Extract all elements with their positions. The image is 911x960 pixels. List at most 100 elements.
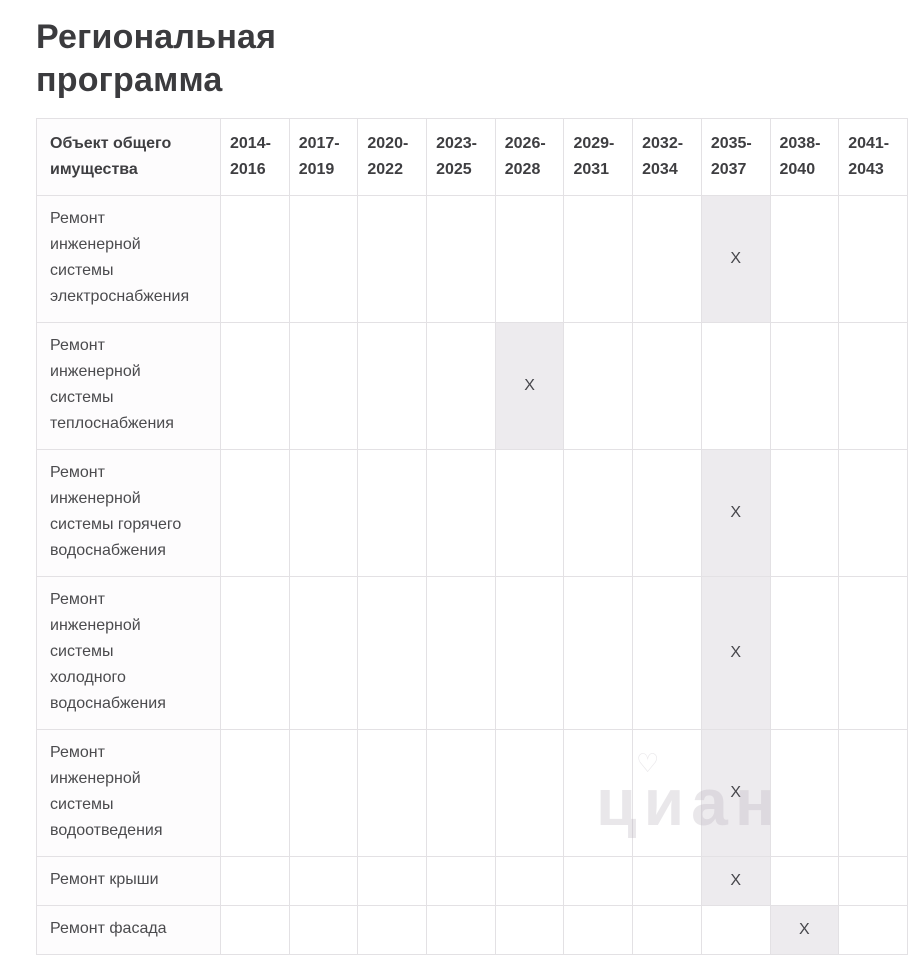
year-cell [632,576,702,730]
period-header-cell: 2029- 2031 [563,118,634,196]
x-mark: X [730,250,741,267]
x-mark: X [730,872,741,889]
table-row: Ремонт инженерной системы водоотведения … [36,729,908,857]
repair-label: Ремонт инженерной системы теплоснабжения [36,322,221,450]
period-header-cell: 2026- 2028 [494,118,565,196]
year-cell [357,905,428,955]
year-cell [220,856,290,906]
repair-label: Ремонт инженерной системы холодного водо… [36,576,221,730]
year-cell [494,729,565,857]
year-cell: X [700,729,771,857]
year-cell [838,195,908,323]
year-cell [563,856,634,906]
period-header-cell: 2032- 2034 [632,118,702,196]
year-cell [357,322,428,450]
year-cell [357,856,428,906]
year-cell [426,449,496,577]
period-header-cell: 2023- 2025 [426,118,496,196]
period-header-cell: 2020- 2022 [357,118,428,196]
year-cell [632,905,702,955]
year-cell [769,322,840,450]
year-cell [288,449,359,577]
year-cell [220,195,290,323]
year-cell [494,195,565,323]
year-cell: X [700,195,771,323]
table-row: Ремонт крыши X [36,856,908,906]
year-cell: X [700,576,771,730]
x-mark: X [799,921,810,938]
year-cell [220,576,290,730]
table-row: Ремонт инженерной системы электроснабжен… [36,195,908,323]
year-cell [838,449,908,577]
year-cell [220,322,290,450]
year-cell [769,576,840,730]
year-cell [769,449,840,577]
year-cell [426,729,496,857]
year-cell: X [769,905,840,955]
repair-label: Ремонт инженерной системы горячего водос… [36,449,221,577]
repair-label: Ремонт крыши [36,856,221,906]
year-cell [632,322,702,450]
year-cell [357,576,428,730]
year-cell [357,195,428,323]
year-cell [563,322,634,450]
year-cell [563,449,634,577]
year-cell [288,856,359,906]
year-cell [563,729,634,857]
year-cell [632,856,702,906]
year-cell [700,322,771,450]
year-cell [838,729,908,857]
year-cell [632,729,702,857]
year-cell [838,576,908,730]
repair-label: Ремонт инженерной системы водоотведения [36,729,221,857]
year-cell [220,449,290,577]
table-row: Ремонт инженерной системы горячего водос… [36,449,908,577]
table-header-row: Объект общего имущества 2014- 2016 2017- … [36,118,908,196]
year-cell: X [700,856,771,906]
year-cell [288,729,359,857]
period-header-cell: 2035- 2037 [700,118,771,196]
x-mark: X [730,504,741,521]
year-cell [288,195,359,323]
year-cell [769,195,840,323]
repair-label: Ремонт фасада [36,905,221,955]
table-row: Ремонт инженерной системы холодного водо… [36,576,908,730]
year-cell [563,905,634,955]
year-cell [769,729,840,857]
year-cell [288,576,359,730]
x-mark: X [730,644,741,661]
year-cell [494,905,565,955]
page-title: Региональная программа [36,18,277,99]
year-cell [426,322,496,450]
year-cell [220,729,290,857]
table-row: Ремонт инженерной системы теплоснабжения… [36,322,908,450]
year-cell [769,856,840,906]
year-cell [426,905,496,955]
year-cell [563,195,634,323]
year-cell [288,905,359,955]
year-cell [220,905,290,955]
repair-label: Ремонт инженерной системы электроснабжен… [36,195,221,323]
year-cell [838,856,908,906]
year-cell [426,856,496,906]
table-body: Ремонт инженерной системы электроснабжен… [36,195,908,955]
period-header-cell: 2041- 2043 [838,118,908,196]
period-header-cell: 2038- 2040 [769,118,840,196]
year-cell [838,322,908,450]
year-cell [357,729,428,857]
year-cell [494,856,565,906]
year-cell [494,449,565,577]
year-cell [426,195,496,323]
year-cell [288,322,359,450]
year-cell [838,905,908,955]
year-cell: X [700,449,771,577]
year-cell [426,576,496,730]
period-header-cell: 2017- 2019 [288,118,359,196]
year-cell [632,449,702,577]
object-column-header: Объект общего имущества [36,118,221,196]
table-row: Ремонт фасада X [36,905,908,955]
regional-program-table: Объект общего имущества 2014- 2016 2017- … [36,118,908,955]
period-header-cell: 2014- 2016 [220,118,290,196]
x-mark: X [524,377,535,394]
x-mark: X [730,784,741,801]
